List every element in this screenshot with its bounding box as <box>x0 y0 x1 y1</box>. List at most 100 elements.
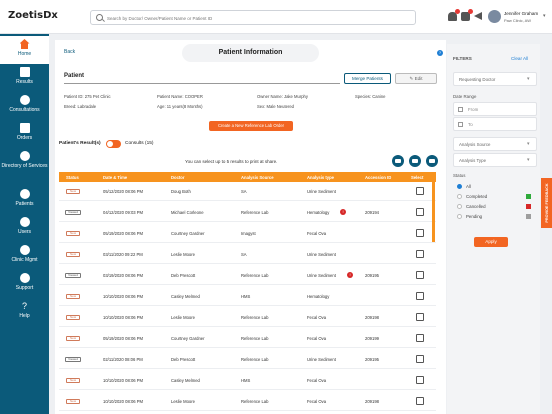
cell-type: Fecal Ova <box>307 231 327 236</box>
sidebar-item-clinic-mgmt[interactable]: Clinic Mgmt <box>0 242 49 270</box>
to-date-input[interactable]: To <box>453 117 537 131</box>
table-row[interactable]: New 10/10/2020 08:06 PM Casley Melmed HMS Fe… <box>59 371 436 390</box>
create-reference-lab-order-button[interactable]: Create a New Reference Lab Order <box>209 121 293 131</box>
back-link[interactable]: Back <box>64 49 76 55</box>
analysis-type-select[interactable]: Analysis Type ▾ <box>453 153 537 167</box>
tab-consults[interactable]: Consults (15) <box>125 141 154 146</box>
cell-accession: 209198 <box>365 399 379 404</box>
cell-date: 10/10/2020 08:06 PM <box>103 399 144 404</box>
cell-type: Urine Sediment <box>307 252 336 257</box>
table-row[interactable]: Viewed 02/11/2020 08:06 PM Deb Prescott Ref… <box>59 350 436 369</box>
select-checkbox[interactable] <box>416 334 424 342</box>
select-checkbox[interactable] <box>416 313 424 321</box>
divider <box>64 83 340 84</box>
sidebar-item-results[interactable]: Results <box>0 64 49 92</box>
app-logo[interactable]: ZoetisDx <box>8 10 58 21</box>
status-color-swatch <box>526 194 531 199</box>
search-icon <box>96 14 103 21</box>
feedback-label: PROVIDE FEEDBACK <box>545 183 549 223</box>
sidebar-item-home[interactable]: Home <box>0 36 49 64</box>
apply-button[interactable]: Apply <box>474 237 508 247</box>
message-dot <box>468 9 473 14</box>
sidebar-item-label: Home <box>17 51 32 57</box>
user-name[interactable]: Jennifer Graham <box>504 11 539 16</box>
cell-doctor: Casley Melmed <box>171 378 200 383</box>
results-consults-toggle[interactable] <box>106 140 121 148</box>
announcement-icon[interactable] <box>474 12 482 20</box>
merge-patients-button[interactable]: Merge Patients <box>344 73 391 84</box>
select-checkbox[interactable] <box>416 229 424 237</box>
notification-dot <box>455 9 460 14</box>
select-checkbox[interactable] <box>416 292 424 300</box>
cell-type: Urine Sediment <box>307 357 336 362</box>
select-checkbox[interactable] <box>416 208 424 216</box>
headset-icon <box>19 273 30 283</box>
clear-all-link[interactable]: Clear All <box>511 56 529 61</box>
consultations-icon <box>19 95 30 105</box>
select-checkbox[interactable] <box>416 271 424 279</box>
message-icon[interactable] <box>461 9 473 21</box>
select-checkbox[interactable] <box>416 355 424 363</box>
radio-button[interactable] <box>457 204 462 209</box>
print-icon[interactable] <box>392 155 404 167</box>
notification-bell-icon[interactable] <box>448 9 460 21</box>
cell-type: Fecal Ova <box>307 336 327 341</box>
cell-doctor: Leslie Moore <box>171 252 195 257</box>
column-header[interactable]: Accession ID <box>365 174 392 180</box>
share-icon[interactable] <box>426 155 438 167</box>
table-row[interactable]: Viewed 03/19/2020 08:06 PM Deb Prescott Ref… <box>59 266 436 285</box>
email-icon[interactable] <box>409 155 421 167</box>
table-row[interactable]: New 03/11/2020 09:22 PM Leslie Moore SA Urin… <box>59 245 436 264</box>
requesting-doctor-select[interactable]: Requesting Doctor ▾ <box>453 72 537 86</box>
provide-feedback-tab[interactable]: PROVIDE FEEDBACK <box>541 178 552 228</box>
age: Age: 11 years(8 Months) <box>157 104 203 109</box>
table-row[interactable]: New 10/10/2020 08:06 PM Leslie Moore Refere… <box>59 392 436 411</box>
table-row[interactable]: New 10/10/2020 08:06 PM Casley Melmed HMS He… <box>59 287 436 306</box>
tab-results[interactable]: Patient's Result(s) <box>59 141 101 146</box>
radio-button[interactable] <box>457 194 462 199</box>
status-badge: New <box>66 189 80 194</box>
info-icon[interactable]: ? <box>437 50 443 56</box>
top-bar: ZoetisDx Jennifer Graham Paw Clinic, AW … <box>0 0 552 34</box>
edit-button[interactable]: ✎ Edit <box>395 73 437 84</box>
user-clinic: Paw Clinic, AW <box>504 18 531 23</box>
select-checkbox[interactable] <box>416 376 424 384</box>
analysis-source-select[interactable]: Analysis Source ▾ <box>453 137 537 151</box>
scrollbar[interactable] <box>432 172 435 242</box>
radio-button[interactable] <box>457 214 462 219</box>
cell-type: Hematology <box>307 294 330 299</box>
sidebar-item-support[interactable]: Support <box>0 270 49 298</box>
breed: Breed: Labradale <box>64 104 97 109</box>
sidebar-item-help[interactable]: ? Help <box>0 298 49 326</box>
sidebar-item-patients[interactable]: Patients <box>0 186 49 214</box>
column-header[interactable]: Status <box>66 174 79 180</box>
sidebar-item-users[interactable]: Users <box>0 214 49 242</box>
sidebar-item-directory[interactable]: Directory of Services <box>0 148 49 184</box>
column-header[interactable]: Analysis Source <box>241 174 274 180</box>
table-row[interactable]: New 10/10/2020 08:06 PM Leslie Moore Refere… <box>59 308 436 327</box>
column-header[interactable]: Analysis type <box>307 174 334 180</box>
table-row[interactable]: New 05/12/2020 08:06 PM Doug Both SA Urine S… <box>59 182 436 201</box>
patient-card: Patient Merge Patients ✎ Edit Patient ID… <box>59 66 442 139</box>
radio-button[interactable] <box>457 184 462 189</box>
table-row[interactable]: Viewed 04/12/2020 09:03 PM Michael Corleon… <box>59 203 436 222</box>
alert-icon[interactable]: ! <box>340 208 346 215</box>
calendar-icon <box>458 122 463 127</box>
sidebar-item-orders[interactable]: Orders <box>0 120 49 148</box>
select-checkbox[interactable] <box>416 250 424 258</box>
column-header[interactable]: Doctor <box>171 174 185 180</box>
alert-icon[interactable]: ! <box>347 271 353 278</box>
search-input[interactable] <box>107 12 407 24</box>
sidebar-item-consultations[interactable]: Consultations <box>0 92 49 120</box>
help-icon: ? <box>21 301 27 311</box>
table-row[interactable]: New 05/19/2020 08:06 PM Courtney Gardner Re… <box>59 329 436 348</box>
column-header[interactable]: Date & Time <box>103 174 128 180</box>
avatar[interactable] <box>488 10 501 23</box>
select-checkbox[interactable] <box>416 397 424 405</box>
cell-source: Reference Lab <box>241 315 269 320</box>
chevron-down-icon[interactable]: ▾ <box>543 13 546 19</box>
table-row[interactable]: New 05/19/2020 08:06 PM Courtney Gardner Im… <box>59 224 436 243</box>
from-date-input[interactable]: From <box>453 102 537 116</box>
select-checkbox[interactable] <box>416 187 424 195</box>
search-box[interactable] <box>90 10 416 25</box>
